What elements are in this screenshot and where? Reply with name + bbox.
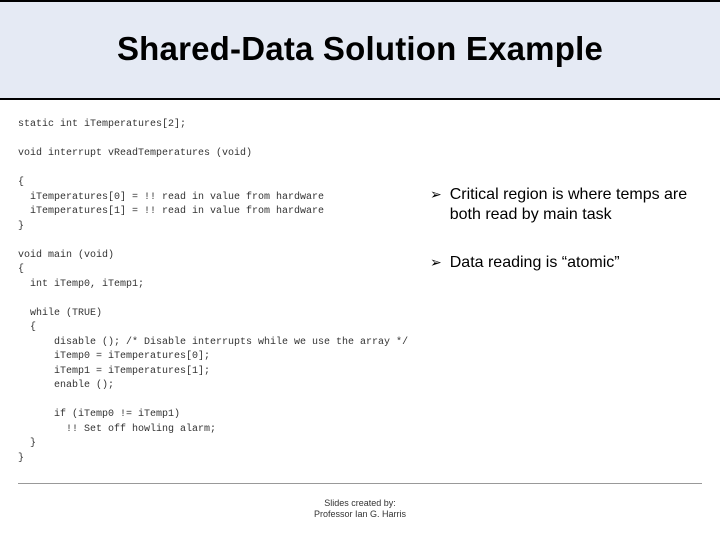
slide-title: Shared-Data Solution Example	[0, 30, 720, 68]
code-block: static int iTemperatures[2]; void interr…	[18, 118, 408, 466]
slide: Shared-Data Solution Example static int …	[0, 0, 720, 540]
footer-line-2: Professor Ian G. Harris	[0, 509, 720, 520]
bullet-marker-icon: ➢	[430, 253, 442, 273]
footer-divider	[18, 483, 702, 484]
bullet-text: Critical region is where temps are both …	[450, 185, 700, 225]
bullet-list: ➢ Critical region is where temps are bot…	[430, 185, 700, 301]
bullet-text: Data reading is “atomic”	[450, 253, 700, 273]
footer-line-1: Slides created by:	[0, 498, 720, 509]
bullet-item: ➢ Data reading is “atomic”	[430, 253, 700, 273]
footer-credit: Slides created by: Professor Ian G. Harr…	[0, 498, 720, 521]
bullet-marker-icon: ➢	[430, 185, 442, 205]
bullet-item: ➢ Critical region is where temps are bot…	[430, 185, 700, 225]
